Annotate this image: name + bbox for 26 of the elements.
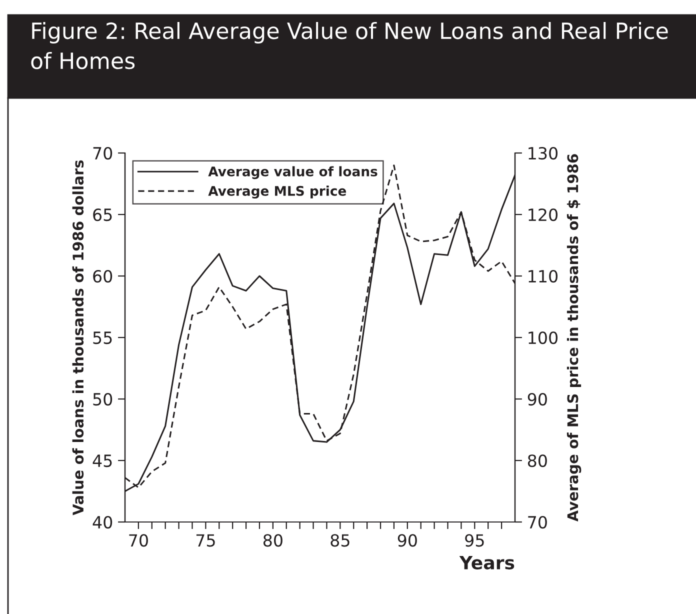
y-tick-label: 60 [93,270,112,283]
y2-tick-label: 110 [528,270,558,283]
chart-title: Figure 2: Real Average Value of New Loans and Real Price of Homes [31,22,668,70]
y2-tick-label: 120 [528,208,558,222]
y-tick-label: 65 [93,208,112,222]
y-tick-label: 70 [93,146,112,160]
y2-tick-label: 130 [528,146,558,160]
y2-tick-label: 90 [528,392,547,406]
y2-tick-label: 70 [528,516,547,529]
y2-tick-label: 80 [528,454,547,468]
x-axis-title: Years [459,556,514,570]
y-tick-label: 45 [92,454,112,468]
y-tick-label: 40 [92,516,112,529]
y-axis-title: Value of loans in thousands of 1986 dollars [72,160,84,516]
x-tick-label: 95 [465,534,484,547]
x-tick-label: 75 [196,534,215,547]
x-tick-label: 90 [398,534,417,547]
x-tick-label: 85 [330,534,350,547]
y-tick-label: 55 [93,332,112,344]
y2-axis-title: Average of MLS price in thousands of $ 1986 [566,154,582,522]
legend-label: Average MLS price [208,186,346,199]
y2-tick-label: 100 [528,331,558,344]
x-tick-label: 80 [263,534,282,547]
legend-label: Average value of loans [208,166,378,180]
y-tick-label: 50 [93,392,112,406]
x-tick-label: 70 [129,534,148,547]
